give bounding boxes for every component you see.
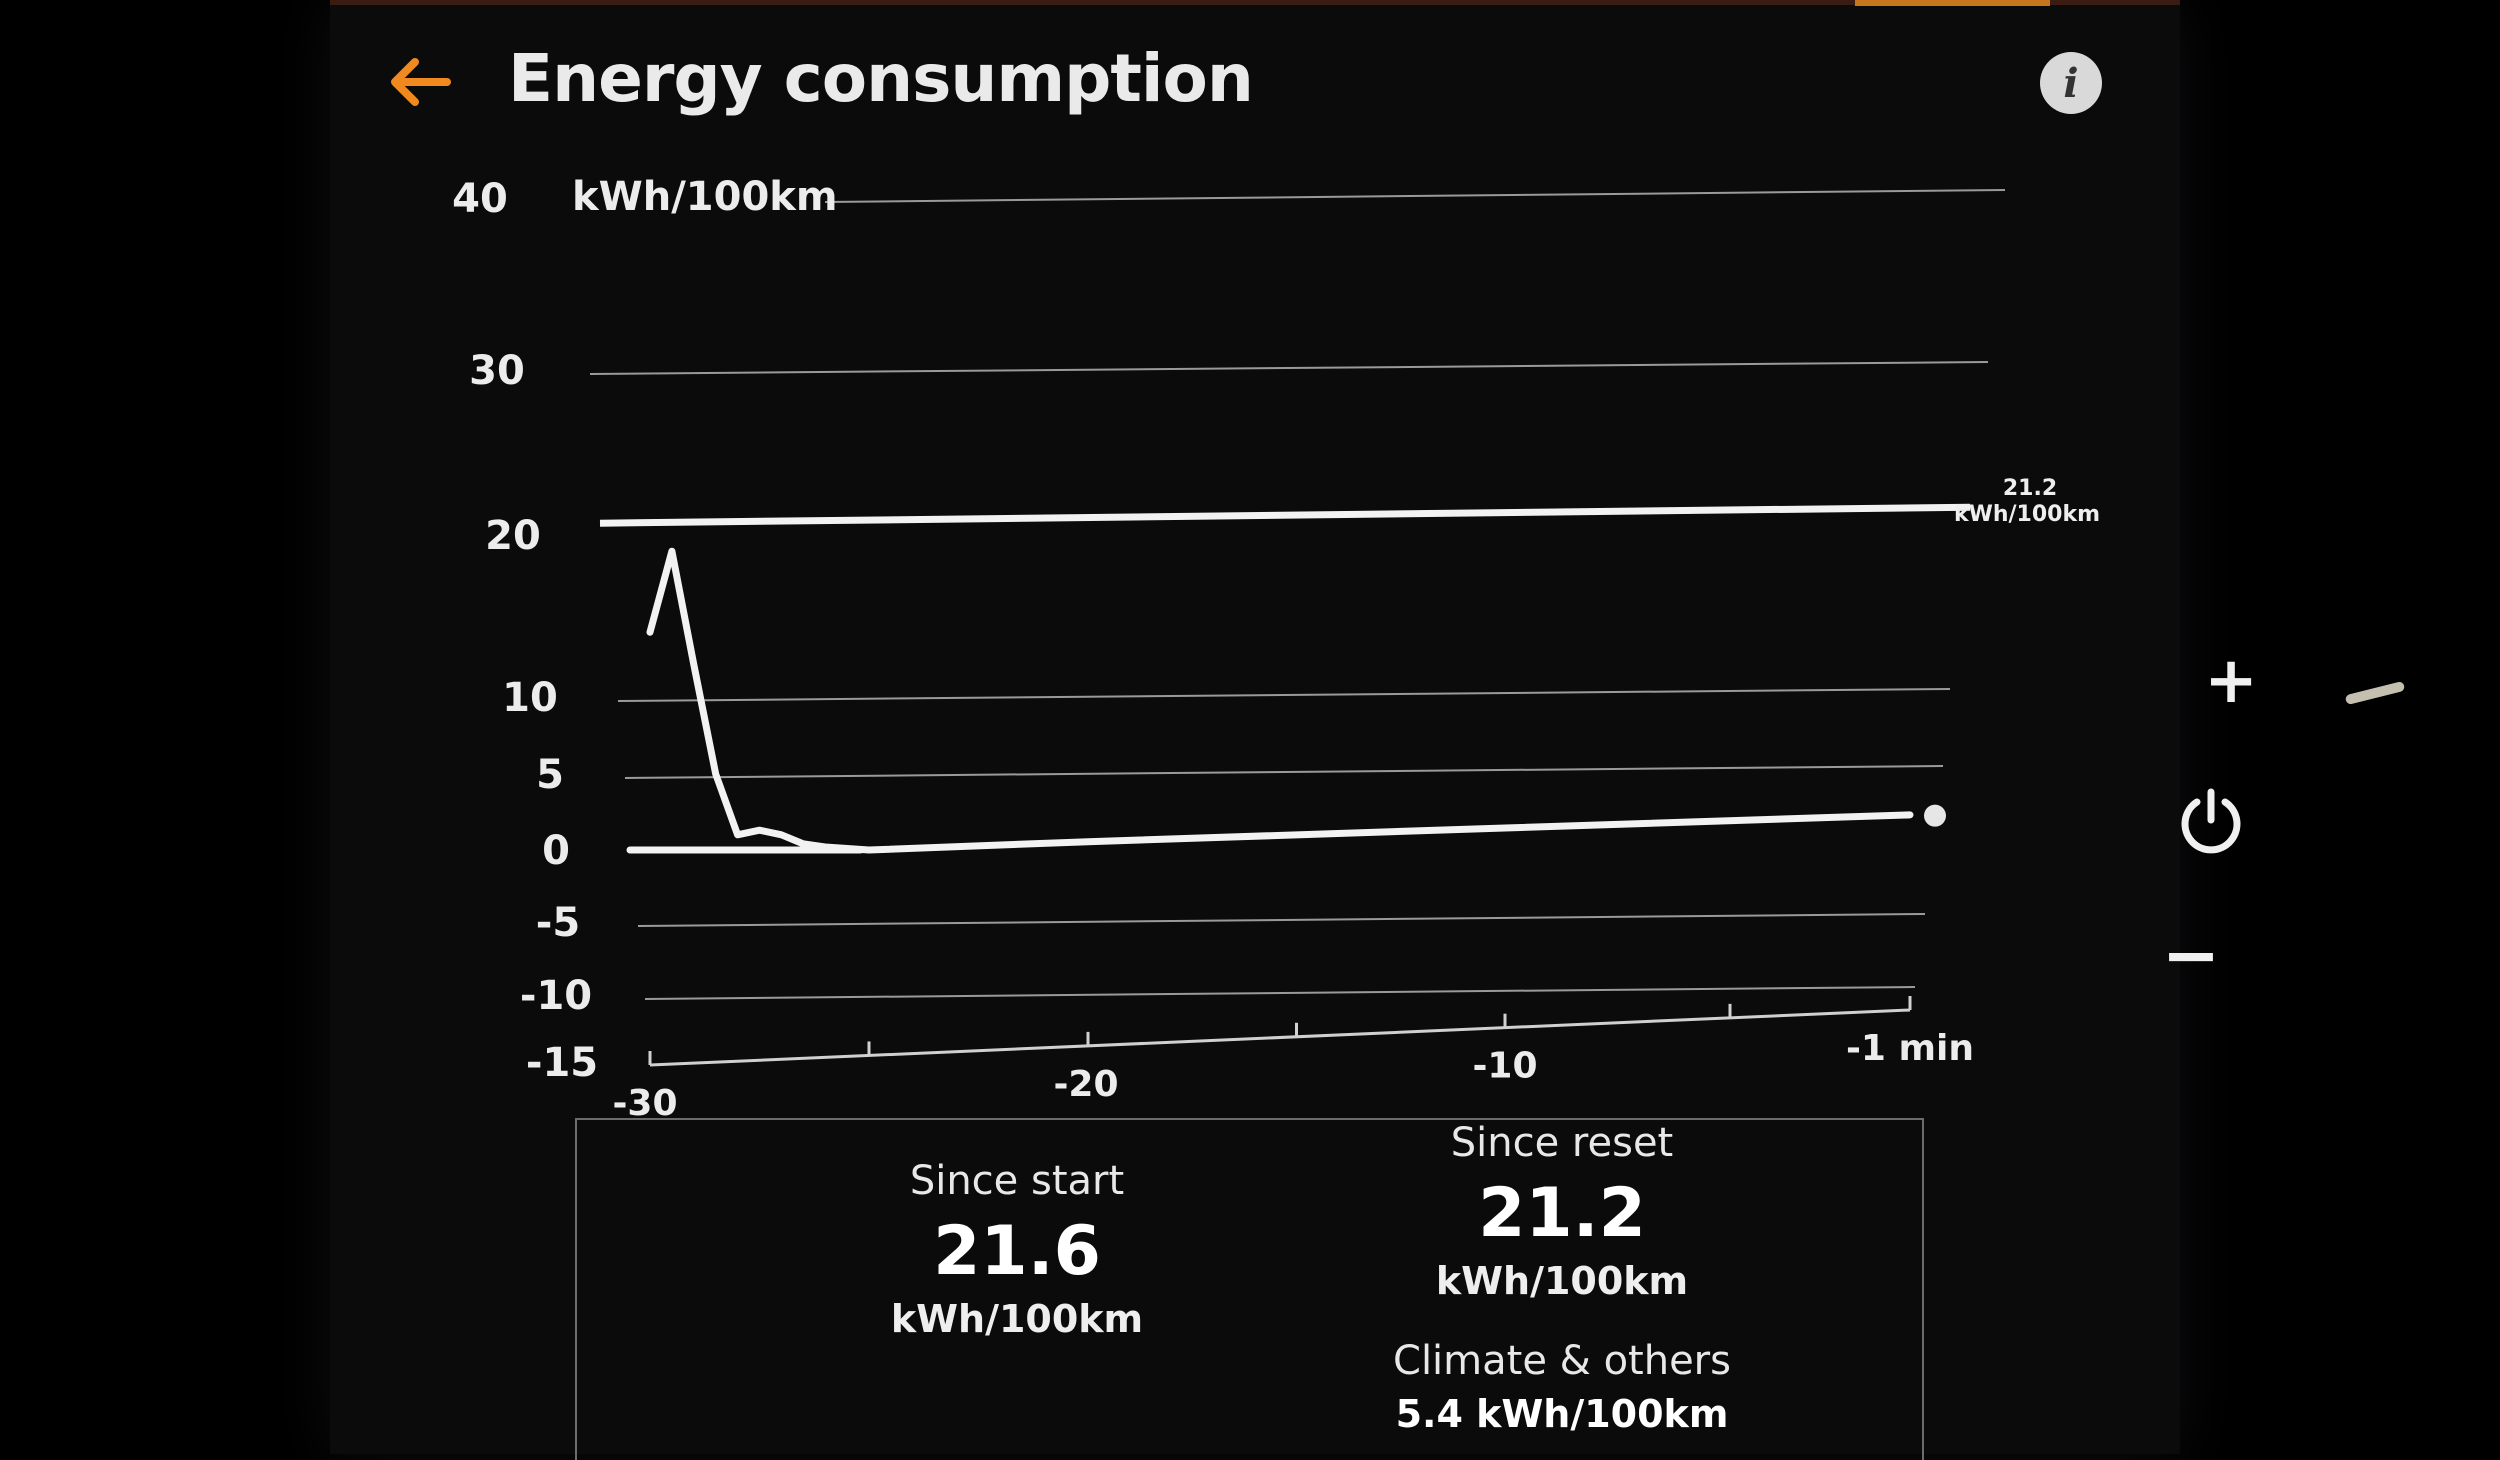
y-tick-labels: 40 30 20 10 5 0 -5 -10 -15: [452, 176, 598, 1086]
since-reset-unit: kWh/100km: [1435, 1259, 1689, 1303]
power-icon: [2181, 788, 2241, 854]
info-button[interactable]: i: [2040, 52, 2102, 114]
x-axis: -30 -20 -10 -1 min: [612, 996, 1974, 1124]
x-tick-label: -1 min: [1846, 1028, 1974, 1069]
page-title: Energy consumption: [508, 40, 1254, 117]
arrow-left-icon: [391, 58, 451, 106]
consumption-chart: 40 30 20 10 5 0 -5 -10 -15 kWh/100km -30 -20 -10 -1…: [452, 174, 2100, 1124]
ref-label-value: 21.2: [2003, 476, 2057, 501]
climate-value: 5.4 kWh/100km: [1395, 1392, 1729, 1436]
display-screen: [330, 0, 2180, 1454]
grid-line: [644, 986, 1916, 1000]
y-tick-label: -15: [526, 1040, 598, 1086]
minus-button[interactable]: −: [2161, 914, 2221, 996]
series-line-consumption: [626, 547, 1914, 854]
since-reset-value: 21.2: [1478, 1174, 1646, 1253]
grid-line: [617, 688, 1951, 702]
ref-label-unit: kWh/100km: [1954, 502, 2100, 527]
grid-line: [589, 361, 1989, 375]
stat-since-reset: Since reset 21.2 kWh/100km: [1337, 1120, 1787, 1303]
y-tick-label: 40: [452, 176, 508, 222]
since-reset-label: Since reset: [1450, 1120, 1674, 1166]
power-button[interactable]: [2166, 775, 2256, 865]
reference-line: [599, 503, 1971, 527]
climate-label: Climate & others: [1393, 1338, 1731, 1384]
grid-line: [624, 765, 1944, 779]
grid-lines: [589, 189, 2006, 1000]
y-tick-label: 10: [502, 675, 558, 721]
info-icon: i: [2063, 59, 2079, 107]
x-axis-line: [649, 1008, 1911, 1067]
y-tick-label: 30: [469, 348, 525, 394]
y-tick-label: 0: [542, 828, 570, 874]
since-start-label: Since start: [909, 1158, 1125, 1204]
current-point-marker: [1924, 804, 1946, 827]
since-start-unit: kWh/100km: [890, 1297, 1144, 1341]
x-tick-label: -20: [1053, 1064, 1118, 1105]
x-tick-label: -10: [1472, 1046, 1537, 1087]
reference-line-group: [599, 503, 1971, 527]
y-tick-label: -10: [520, 973, 592, 1019]
stats-panel: Since start 21.6 kWh/100km Since reset 2…: [575, 1118, 1924, 1460]
since-start-value: 21.6: [933, 1212, 1101, 1291]
grid-line: [824, 189, 2006, 203]
stat-climate-others: Climate & others 5.4 kWh/100km: [1337, 1338, 1787, 1436]
x-tick-label: -30: [612, 1083, 677, 1124]
y-tick-label: 20: [485, 513, 541, 559]
top-accent-bar: [1855, 0, 2050, 6]
y-axis-unit: kWh/100km: [572, 174, 838, 220]
stat-since-start: Since start 21.6 kWh/100km: [792, 1158, 1242, 1341]
y-tick-label: 5: [536, 752, 564, 798]
back-button[interactable]: [380, 42, 460, 122]
plus-button[interactable]: +: [2204, 644, 2258, 718]
top-strip: [330, 0, 2180, 5]
grid-line: [637, 913, 1926, 927]
y-tick-label: -5: [536, 900, 580, 946]
